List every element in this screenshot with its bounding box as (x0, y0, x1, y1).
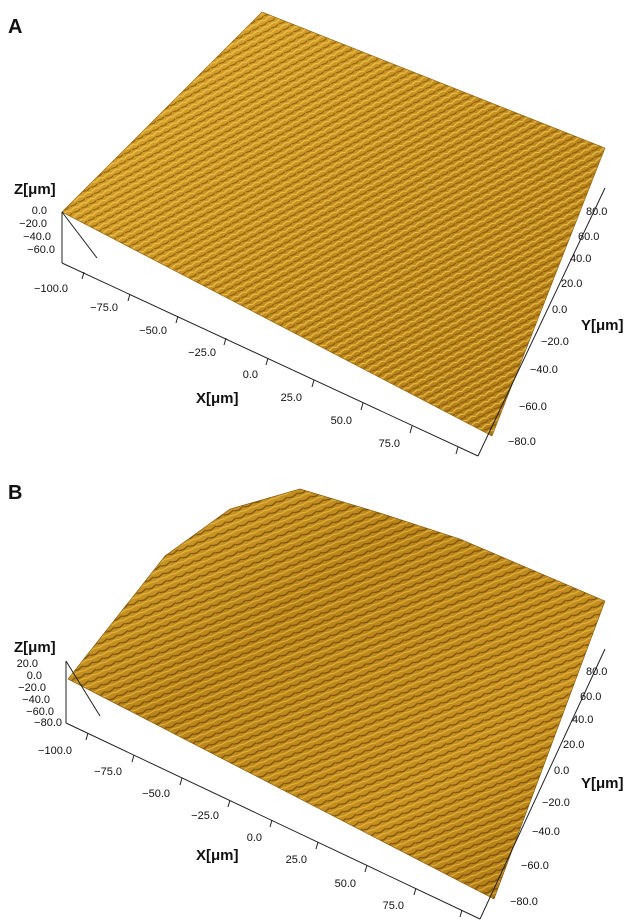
y-axis-label: Y[μm] (581, 317, 624, 334)
y-tick: 40.0 (570, 253, 591, 265)
x-tick: 75.0 (383, 900, 404, 912)
x-tick: 50.0 (331, 415, 352, 427)
z-tick: −20.0 (18, 682, 46, 694)
panel-b: 20.0 0.0 −20.0 −40.0 −60.0 −80.0 −100.0 … (0, 461, 636, 922)
y-tick: 0.0 (554, 765, 569, 777)
z-axis-label: Z[μm] (14, 639, 56, 656)
y-ticks-b: 80.0 60.0 40.0 20.0 0.0 −20.0 −40.0 −60.… (510, 666, 607, 908)
y-tick: −40.0 (532, 826, 560, 838)
y-tick: −20.0 (542, 797, 570, 809)
x-tick: −100.0 (38, 745, 72, 757)
y-tick: 80.0 (586, 666, 607, 678)
z-tick: −80.0 (34, 717, 62, 729)
y-tick: 20.0 (561, 278, 582, 290)
x-tick: −100.0 (34, 283, 68, 295)
z-tick: −60.0 (27, 244, 55, 256)
z-tick: −60.0 (26, 706, 54, 718)
x-ticks-a: −100.0 −75.0 −50.0 −25.0 0.0 25.0 50.0 7… (34, 271, 459, 455)
panel-label: B (8, 482, 22, 504)
x-tick: −50.0 (139, 325, 167, 337)
x-ticks-b: −100.0 −75.0 −50.0 −25.0 0.0 25.0 50.0 7… (38, 732, 463, 918)
y-tick: −40.0 (530, 364, 558, 376)
z-tick: −20.0 (19, 218, 47, 230)
x-tick: 25.0 (286, 854, 307, 866)
y-tick: −20.0 (541, 336, 569, 348)
x-tick: 0.0 (243, 369, 258, 381)
x-tick: −75.0 (90, 302, 118, 314)
surface-plot-b: 20.0 0.0 −20.0 −40.0 −60.0 −80.0 −100.0 … (8, 482, 624, 920)
panel-a: 0.0 −20.0 −40.0 −60.0 −100.0 −75.0 −50.0… (8, 11, 624, 457)
x-tick: 75.0 (379, 438, 400, 450)
y-tick: −60.0 (521, 860, 549, 872)
x-tick: 50.0 (335, 878, 356, 890)
x-tick: −50.0 (142, 788, 170, 800)
z-tick: −40.0 (23, 231, 51, 243)
x-axis-label: X[μm] (196, 390, 239, 407)
y-tick: 40.0 (572, 714, 593, 726)
z-ticks-b: 20.0 0.0 −20.0 −40.0 −60.0 −80.0 (17, 658, 62, 729)
x-tick: 25.0 (281, 392, 302, 404)
z-tick: 0.0 (32, 205, 47, 217)
z-tick: 20.0 (17, 658, 38, 670)
z-tick: 0.0 (27, 670, 42, 682)
z-tick: −40.0 (22, 694, 50, 706)
y-tick: 60.0 (578, 231, 599, 243)
y-tick: −80.0 (508, 436, 536, 448)
y-tick: 60.0 (580, 691, 601, 703)
surface-texture-a (62, 12, 605, 436)
x-tick: 0.0 (247, 832, 262, 844)
y-ticks-a: 80.0 60.0 40.0 20.0 0.0 −20.0 −40.0 −60.… (508, 206, 607, 448)
x-tick: −75.0 (94, 766, 122, 778)
x-axis-label: X[μm] (196, 847, 239, 864)
y-tick: 0.0 (552, 304, 567, 316)
x-tick: −25.0 (191, 810, 219, 822)
x-tick: −25.0 (188, 347, 216, 359)
y-tick: 80.0 (586, 206, 607, 218)
y-tick: −60.0 (519, 401, 547, 413)
surface-texture-b (68, 489, 605, 899)
z-axis-label: Z[μm] (14, 181, 56, 198)
y-tick: 20.0 (563, 739, 584, 751)
z-ticks-a: 0.0 −20.0 −40.0 −60.0 (19, 205, 55, 256)
y-axis-label: Y[μm] (581, 775, 624, 792)
surface-plot-a: 0.0 −20.0 −40.0 −60.0 −100.0 −75.0 −50.0… (8, 11, 624, 457)
y-tick: −80.0 (510, 896, 538, 908)
panel-label: A (8, 16, 22, 38)
